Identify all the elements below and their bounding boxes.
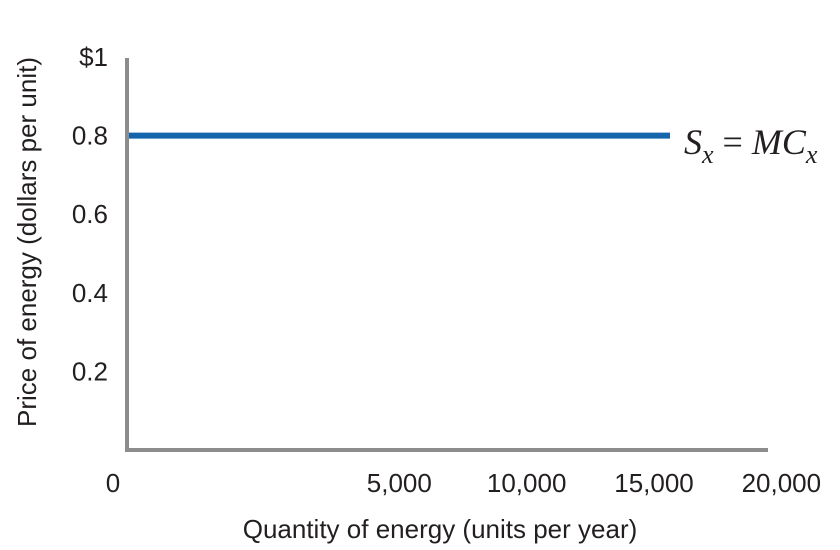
y-tick-label: 0.8: [72, 121, 108, 151]
series-label-equals: =: [714, 122, 752, 162]
y-tick-label: 0.6: [72, 199, 108, 229]
series-label: Sx = MCx: [684, 122, 818, 169]
x-tick-label: 15,000: [614, 468, 694, 498]
x-tick-labels: 0 5,000 10,000 15,000 20,000: [106, 468, 821, 498]
axes: [125, 58, 768, 452]
x-tick-label: 10,000: [487, 468, 567, 498]
series-label-mc-subscript: x: [805, 140, 818, 169]
y-tick-label: 0.2: [72, 356, 108, 386]
series-label-s: S: [684, 122, 702, 162]
y-tick-label: $1: [79, 42, 108, 72]
y-tick-labels: 0.2 0.4 0.6 0.8 $1: [72, 42, 108, 386]
y-axis-title: Price of energy (dollars per unit): [12, 57, 42, 427]
series-label-s-subscript: x: [701, 140, 714, 169]
x-axis-title: Quantity of energy (units per year): [243, 514, 638, 544]
y-tick-label: 0.4: [72, 278, 108, 308]
x-tick-label: 20,000: [742, 468, 822, 498]
series-label-mc: MC: [751, 122, 807, 162]
x-tick-label: 0: [106, 468, 120, 498]
x-tick-label: 5,000: [367, 468, 432, 498]
